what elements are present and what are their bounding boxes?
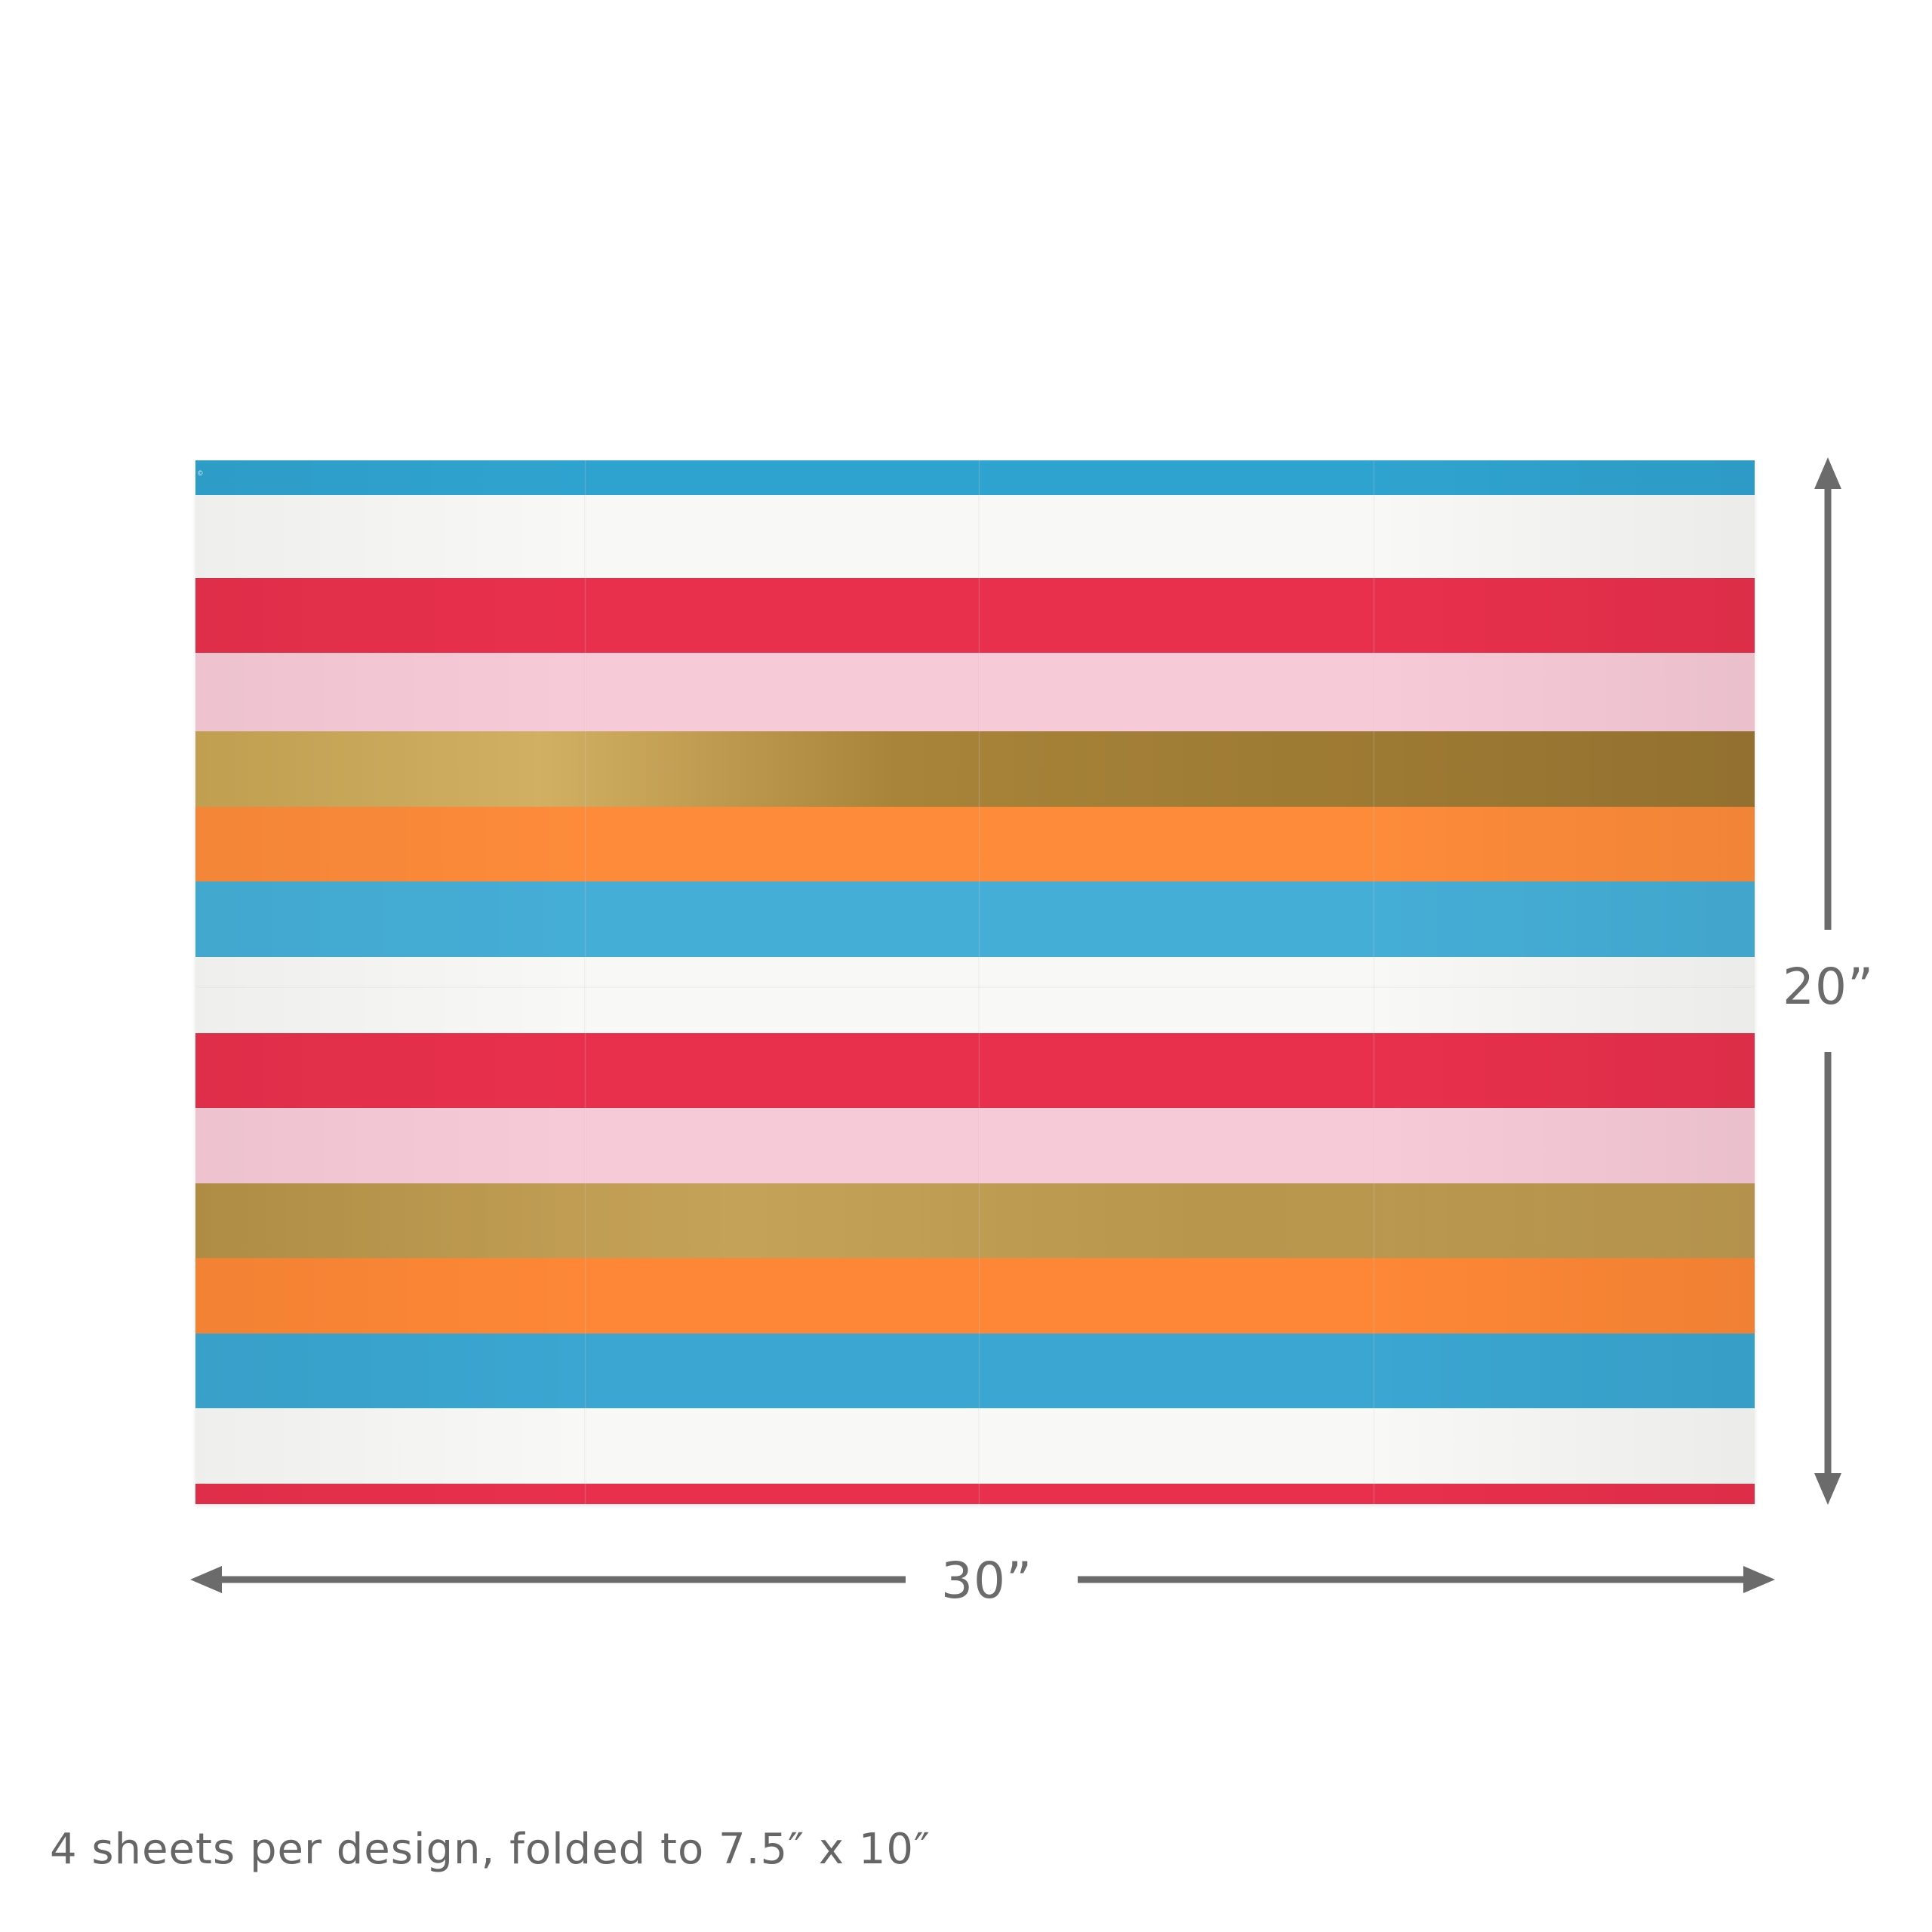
width-arrow-left-head bbox=[190, 1566, 222, 1593]
height-arrow-top-head bbox=[1814, 457, 1841, 489]
stripe-blue-3 bbox=[195, 1334, 1755, 1408]
stripe-white-2 bbox=[195, 957, 1755, 1033]
width-arrow-right-head bbox=[1743, 1566, 1775, 1593]
stripe-orange-1 bbox=[195, 807, 1755, 881]
stripe-pink-1 bbox=[195, 653, 1755, 731]
stripe-gold-1 bbox=[195, 731, 1755, 807]
stripe-white-3 bbox=[195, 1408, 1755, 1484]
height-dimension-label: 20” bbox=[1783, 958, 1875, 1016]
fold-line-horizontal bbox=[195, 986, 1755, 988]
height-arrow-bottom-head bbox=[1814, 1473, 1841, 1505]
stripe-pink-2 bbox=[195, 1108, 1755, 1183]
product-caption: 4 sheets per design, folded to 7.5″ x 10… bbox=[50, 1825, 931, 1874]
stripe-red-3 bbox=[195, 1484, 1755, 1504]
width-dimension-label: 30” bbox=[941, 1552, 1033, 1610]
fold-line-vertical-2 bbox=[978, 460, 980, 1504]
stripe-gold-2 bbox=[195, 1183, 1755, 1258]
stripe-red-1 bbox=[195, 578, 1755, 653]
stripe-red-2 bbox=[195, 1033, 1755, 1108]
stripe-orange-2 bbox=[195, 1258, 1755, 1334]
fold-line-vertical-1 bbox=[584, 460, 586, 1504]
stripe-blue-1 bbox=[195, 460, 1755, 495]
stripe-blue-2 bbox=[195, 881, 1755, 957]
stripe-white-1 bbox=[195, 495, 1755, 578]
sheet-copyright-mark: © bbox=[198, 469, 203, 477]
fold-line-vertical-3 bbox=[1373, 460, 1375, 1504]
